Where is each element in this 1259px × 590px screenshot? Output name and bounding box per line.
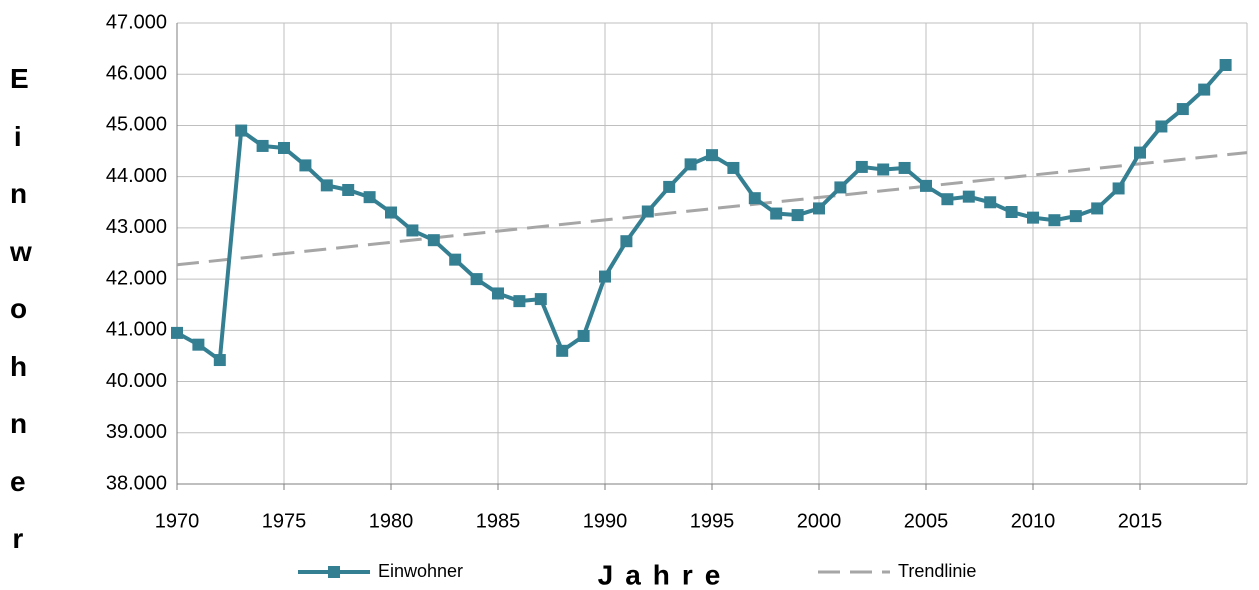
data-point [427,234,440,247]
data-point [213,354,226,367]
x-axis-label: Jahre [598,559,733,590]
data-point [299,159,312,172]
data-point [920,179,932,192]
data-point [235,124,248,137]
data-point [706,149,718,162]
data-point [599,270,611,283]
y-tick-label: 44.000 [106,165,167,187]
data-point [449,253,462,266]
data-point [1091,202,1104,215]
x-tick-label: 1995 [690,510,735,532]
data-point [663,180,676,193]
data-point [278,141,290,154]
data-point [192,338,205,351]
y-tick-label: 41.000 [106,319,167,341]
y-tick-label: 39.000 [106,421,167,443]
x-tick-label: 2010 [1011,510,1056,532]
data-point [898,161,911,174]
x-tick-label: 1980 [369,510,414,532]
data-point [1027,211,1039,224]
x-tick-label: 1985 [476,510,521,532]
data-point [748,192,761,205]
data-point [1005,206,1018,219]
data-point [770,207,783,220]
y-axis-label: Einwohner [10,63,32,554]
x-tick-label: 1970 [155,510,200,532]
data-point [256,139,269,152]
legend-label: Einwohner [378,561,463,581]
data-point [877,163,890,176]
data-point [984,196,997,209]
data-point [534,293,547,306]
data-point [556,344,569,357]
data-point [813,202,825,215]
data-point [791,209,804,222]
data-point [492,287,504,300]
data-point [1069,210,1082,223]
data-point [1198,83,1211,96]
y-tick-label: 43.000 [106,216,167,238]
data-point [1176,103,1189,116]
y-tick-label: 40.000 [106,370,167,392]
x-tick-label: 1990 [583,510,628,532]
y-tick-label: 45.000 [106,114,167,136]
data-point [620,235,633,248]
data-point [855,160,868,173]
x-tick-label: 1975 [262,510,307,532]
x-tick-label: 2000 [797,510,842,532]
data-point [684,158,697,171]
legend-marker [328,566,340,578]
x-tick-label: 2015 [1118,510,1163,532]
y-tick-label: 47.000 [106,11,167,33]
data-point [363,191,376,204]
data-point [385,206,397,219]
data-point [513,295,526,308]
data-point [1155,120,1168,133]
data-point [727,161,740,174]
data-point [1048,214,1061,227]
series-line [176,63,1228,364]
data-point [1134,146,1146,159]
data-point [406,224,419,237]
data-point [1219,59,1232,72]
data-point [320,179,333,192]
data-point [1112,182,1125,195]
data-point [577,329,590,342]
data-point [941,193,954,206]
y-tick-label: 38.000 [106,472,167,494]
series-line [176,151,1248,267]
data-point [962,190,975,203]
data-point [342,183,355,196]
data-point [470,273,483,286]
x-tick-label: 2005 [904,510,949,532]
data-point [171,326,183,339]
legend-label: Trendlinie [898,561,976,581]
y-tick-label: 46.000 [106,63,167,85]
data-point [641,205,654,218]
y-tick-label: 42.000 [106,267,167,289]
data-point [834,181,847,194]
